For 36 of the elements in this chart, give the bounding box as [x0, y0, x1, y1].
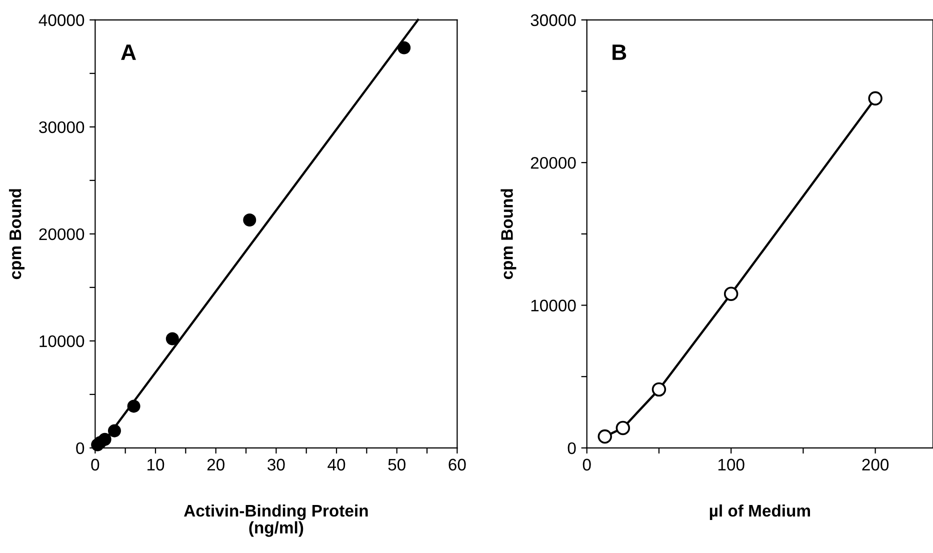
y-axis-title: cpm Bound — [500, 189, 516, 280]
annotation: B — [612, 44, 626, 60]
x-tick-label: 20 — [207, 458, 224, 471]
x-tick-label: 10 — [148, 458, 164, 471]
y-tick-label: 30000 — [39, 121, 84, 134]
y-tick-label: 10000 — [531, 300, 576, 312]
x-axis-title: µl of Medium — [710, 504, 810, 520]
y-tick-label: 30000 — [530, 14, 576, 26]
x-tick-label: 0 — [91, 458, 100, 471]
point — [868, 91, 882, 106]
point — [598, 429, 612, 444]
y-tick-label: 20000 — [530, 156, 576, 169]
x-tick-label: 0 — [582, 458, 591, 471]
point — [108, 424, 121, 438]
x-tick-label: 200 — [862, 458, 889, 471]
x-tick-label: 50 — [388, 458, 406, 471]
y-tick-label: 20000 — [39, 228, 84, 240]
y-axis-title: cpm Bound — [8, 189, 25, 280]
x-axis-title: Activin-Binding Protein (ng/ml) — [184, 504, 368, 537]
point — [166, 332, 179, 346]
point — [724, 286, 738, 301]
point — [398, 41, 411, 54]
y-tick-label: 40000 — [38, 14, 84, 26]
point — [652, 382, 666, 397]
annotation: A — [121, 44, 136, 60]
y-tick-label: 0 — [76, 442, 84, 454]
x-tick-label: 40 — [328, 458, 346, 471]
y-tick-label: 10000 — [40, 335, 84, 348]
x-tick-label: 60 — [448, 458, 466, 471]
x-tick-label: 100 — [718, 458, 744, 471]
point — [243, 214, 256, 227]
point — [98, 432, 112, 446]
y-tick-label: 0 — [568, 442, 576, 454]
x-tick-label: 30 — [268, 458, 285, 471]
point — [127, 400, 140, 413]
point — [616, 420, 630, 436]
